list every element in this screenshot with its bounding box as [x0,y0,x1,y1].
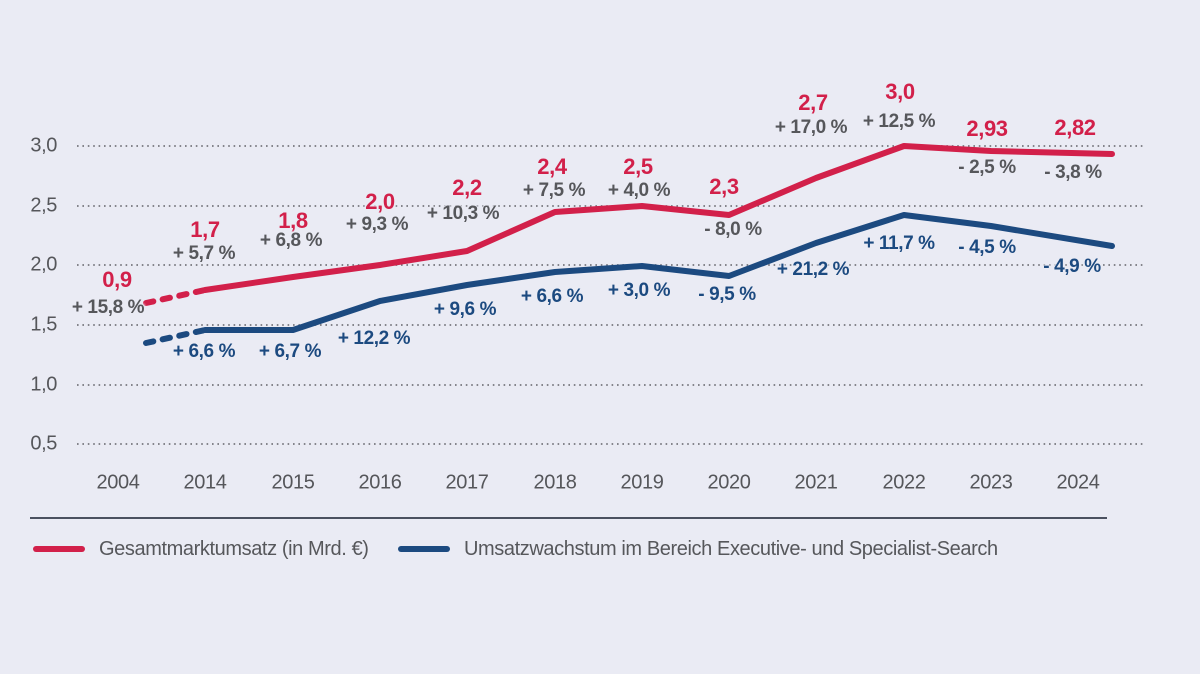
red-value-label: 3,0 [885,79,915,104]
legend-item-gesamtmarktumsatz: Gesamtmarktumsatz (in Mrd. €) [33,538,369,560]
blue-growth-label: + 12,2 % [337,328,411,349]
x-axis-year-label: 2021 [794,471,838,494]
x-axis-year-label: 2015 [271,471,315,494]
blue-growth-label: - 9,5 % [698,284,756,305]
series-line [202,212,1115,333]
red-growth-label: + 15,8 % [71,297,145,318]
red-growth-label: + 7,5 % [522,180,586,201]
red-value-label: 2,93 [966,116,1008,141]
blue-line-swatch-icon [398,546,450,552]
x-axis-year-label: 2014 [183,471,227,494]
blue-growth-label: + 11,7 % [863,233,935,254]
y-axis-tick-label: 1,5 [30,313,57,336]
red-growth-label: + 6,8 % [259,230,323,251]
blue-growth-label: + 3,0 % [607,280,671,301]
y-axis-tick-label: 1,0 [30,373,57,396]
red-value-label: 2,3 [709,174,739,199]
x-axis-year-label: 2022 [882,471,926,494]
legend-separator [30,517,1107,519]
x-axis-year-label: 2020 [707,471,751,494]
blue-growth-label: + 9,6 % [433,299,497,320]
blue-growth-label: + 6,7 % [258,341,322,362]
x-axis-year-label: 2004 [96,471,140,494]
red-value-label: 2,2 [452,175,482,200]
legend-label-umsatzwachstum: Umsatzwachstum im Bereich Executive- und… [464,537,998,560]
red-value-label: 1,8 [278,208,308,233]
red-value-label: 2,82 [1054,115,1096,140]
y-axis-tick-label: 3,0 [30,134,57,157]
legend-item-umsatzwachstum: Umsatzwachstum im Bereich Executive- und… [398,538,998,560]
x-axis-year-label: 2024 [1056,471,1100,494]
x-axis-year-label: 2017 [445,471,489,494]
blue-growth-label: + 21,2 % [776,259,850,280]
blue-growth-label: + 6,6 % [172,341,236,362]
x-axis-year-label: 2016 [358,471,402,494]
series-line [202,143,1115,293]
y-axis-tick-label: 2,0 [30,253,57,276]
series-dashed-break-segment [143,287,208,306]
red-growth-label: + 4,0 % [607,180,671,201]
series-dashed-break-segment [143,327,208,346]
blue-growth-label: - 4,5 % [958,237,1016,258]
red-growth-label: + 12,5 % [862,111,936,132]
x-axis-year-label: 2018 [533,471,577,494]
red-value-label: 2,7 [798,90,828,115]
blue-growth-label: + 6,6 % [520,286,584,307]
red-value-label: 1,7 [190,217,220,242]
red-value-label: 2,5 [623,154,653,179]
red-growth-label: + 9,3 % [345,214,409,235]
blue-growth-label: - 4,9 % [1043,256,1101,277]
red-growth-label: - 8,0 % [704,219,762,240]
x-axis-year-label: 2019 [620,471,664,494]
legend-label-gesamtmarktumsatz: Gesamtmarktumsatz (in Mrd. €) [99,537,369,560]
x-axis-year-label: 2023 [969,471,1013,494]
red-line-swatch-icon [33,546,85,552]
red-growth-label: + 10,3 % [426,203,500,224]
red-growth-label: + 5,7 % [172,243,236,264]
red-growth-label: + 17,0 % [774,117,848,138]
red-growth-label: - 2,5 % [958,157,1016,178]
red-value-label: 2,4 [537,154,567,179]
red-value-label: 2,0 [365,189,395,214]
red-growth-label: - 3,8 % [1044,162,1102,183]
red-value-label: 0,9 [102,267,132,292]
y-axis-tick-label: 0,5 [30,432,57,455]
y-axis-tick-label: 2,5 [30,194,57,217]
